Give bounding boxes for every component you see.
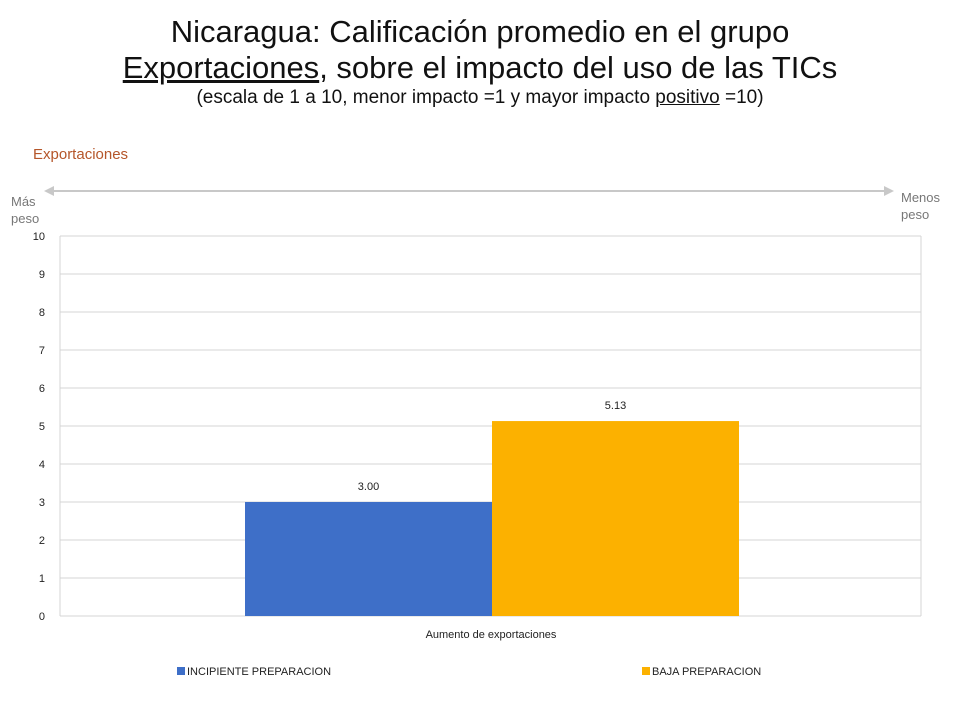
- data-label: 3.00: [358, 481, 379, 493]
- y-tick-label: 9: [39, 269, 45, 281]
- title-line-2-rest: , sobre el impacto del uso de las TICs: [319, 50, 838, 85]
- bar-baja-preparacion: [492, 421, 739, 616]
- title-line-2: Exportaciones, sobre el impacto del uso …: [0, 50, 960, 86]
- y-tick-label: 4: [39, 459, 45, 471]
- data-label: 5.13: [605, 400, 626, 412]
- title-underlined-word: Exportaciones: [122, 50, 320, 85]
- subtitle-scale: (escala de 1 a 10, menor impacto =1 y ma…: [0, 86, 960, 110]
- legend-swatch: [177, 667, 185, 675]
- left-arrow-label: Más peso: [11, 194, 40, 226]
- y-axis-ticks: 0 1 2 3 4 5 6 7 8 9 10: [33, 231, 45, 623]
- y-tick-label: 0: [39, 611, 45, 623]
- arrow-head-right: [884, 186, 894, 196]
- y-tick-label: 5: [39, 421, 45, 433]
- y-tick-label: 6: [39, 383, 45, 395]
- title-line-1: Nicaragua: Calificación promedio en el g…: [170, 14, 790, 49]
- arrow-head-left: [44, 186, 54, 196]
- weight-arrow: [44, 186, 894, 196]
- y-tick-label: 7: [39, 345, 45, 357]
- section-label: Exportaciones: [33, 146, 129, 163]
- y-tick-label: 2: [39, 535, 45, 547]
- data-labels: 3.00 5.13: [358, 400, 626, 493]
- legend-entry: INCIPIENTE PREPARACION: [187, 666, 331, 678]
- legend-entry: BAJA PREPARACION: [652, 666, 761, 678]
- bars: [245, 421, 739, 616]
- y-tick-label: 8: [39, 307, 45, 319]
- y-tick-label: 3: [39, 497, 45, 509]
- gridlines: [59, 235, 922, 617]
- chart-title: Nicaragua: Calificación promedio en el g…: [0, 14, 960, 110]
- bar-incipiente-preparacion: [245, 502, 492, 616]
- subtitle-post: =10): [719, 87, 764, 108]
- subtitle-underlined-word: positivo: [655, 87, 720, 108]
- x-axis: Aumento de exportaciones: [426, 629, 557, 641]
- legend: INCIPIENTE PREPARACION BAJA PREPARACION: [177, 666, 761, 678]
- x-axis-label: Aumento de exportaciones: [426, 629, 557, 641]
- subtitle-pre: (escala de 1 a 10, menor impacto =1 y ma…: [196, 87, 656, 108]
- right-arrow-label: Menos peso: [901, 190, 941, 222]
- legend-swatch: [642, 667, 650, 675]
- y-tick-label: 1: [39, 573, 45, 585]
- y-tick-label: 10: [33, 231, 45, 243]
